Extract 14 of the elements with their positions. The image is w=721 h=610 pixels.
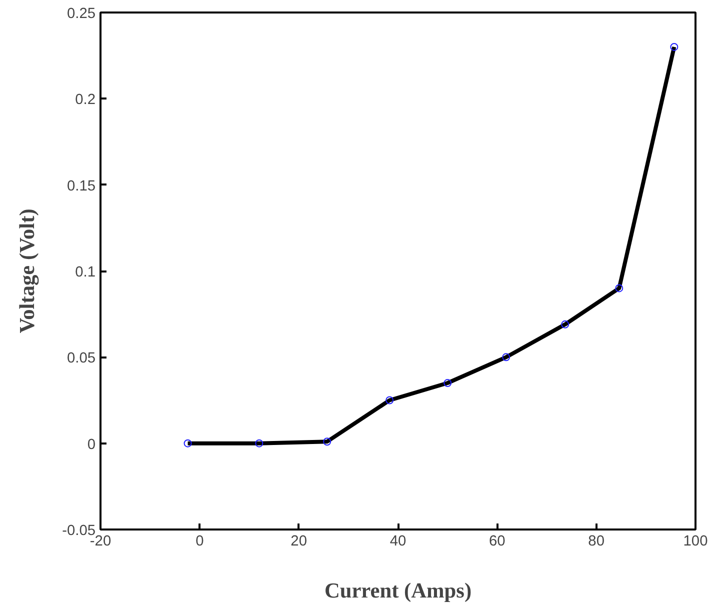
x-tick-label: 60: [489, 534, 506, 550]
y-tick-label: 0.2: [75, 92, 96, 108]
y-tick-label: 0.1: [75, 264, 96, 280]
x-tick-label: 80: [588, 534, 604, 550]
y-tick-label: 0.15: [66, 178, 96, 194]
y-tick-label: 0: [87, 436, 96, 453]
y-tick-label: 0.05: [66, 350, 96, 367]
x-tick-label: 0: [196, 534, 204, 550]
x-axis-title: Current (Amps): [324, 578, 472, 602]
x-tick-label: 100: [683, 534, 708, 550]
x-tick-label: 40: [390, 534, 406, 550]
x-tick-label: 20: [290, 534, 307, 550]
y-tick-label: 0.25: [66, 6, 96, 22]
y-axis-title: Voltage (Volt): [15, 208, 40, 334]
